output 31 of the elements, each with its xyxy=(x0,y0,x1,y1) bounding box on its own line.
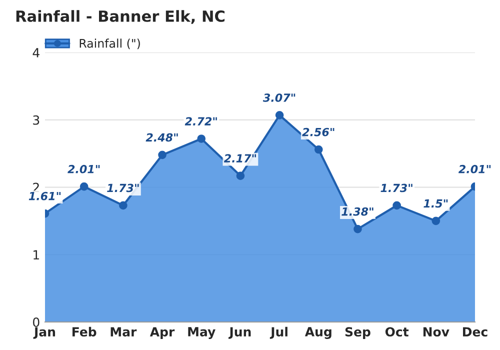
y-tick-label: 0 xyxy=(33,317,40,327)
data-label: 1.73" xyxy=(107,184,139,192)
x-tick-label: Feb xyxy=(72,326,96,337)
x-tick-label: May xyxy=(188,327,216,339)
x-tick-label: Dec xyxy=(463,327,488,337)
data-label: 2.56" xyxy=(302,128,334,136)
data-label: 1.38" xyxy=(342,207,374,216)
x-tick-label: Oct xyxy=(385,327,409,337)
x-tick-label: Apr xyxy=(150,327,175,339)
data-label: 2.01" xyxy=(68,164,100,174)
data-label: 3.07" xyxy=(262,93,296,102)
x-tick-label: Nov xyxy=(423,327,450,337)
data-label: 2.01" xyxy=(458,164,491,174)
x-tick-label: Jun xyxy=(228,327,251,339)
legend-label: Rainfall (") xyxy=(80,38,140,50)
data-label: 1.73" xyxy=(380,184,412,192)
x-tick-label: Jul xyxy=(270,326,288,339)
x-tick-label: Mar xyxy=(110,327,137,337)
data-label: 2.17" xyxy=(224,154,256,162)
y-tick-label: 3 xyxy=(33,115,40,125)
x-tick-label: Jan xyxy=(33,327,56,339)
data-label: 1.61" xyxy=(28,192,61,200)
chart-title: Rainfall - Banner Elk, NC xyxy=(16,10,224,24)
y-tick-label: 2 xyxy=(33,182,39,192)
x-tick-label: Aug xyxy=(304,327,332,339)
data-label: 1.5" xyxy=(424,199,448,208)
data-label: 2.72" xyxy=(184,117,217,126)
y-tick-label: 1 xyxy=(34,250,39,260)
x-tick-label: Sep xyxy=(345,327,370,339)
data-label: 2.48" xyxy=(146,133,178,142)
y-tick-label: 4 xyxy=(32,48,40,58)
